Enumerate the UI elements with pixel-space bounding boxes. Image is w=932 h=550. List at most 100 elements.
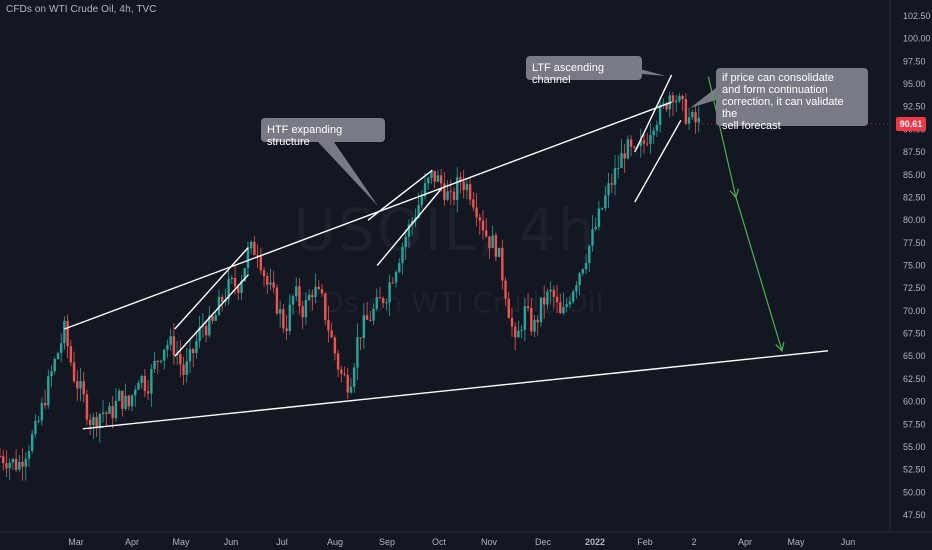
candle-body — [156, 360, 159, 362]
candle-body — [378, 297, 382, 299]
candle-body — [646, 143, 649, 145]
candle-body — [50, 371, 53, 377]
x-tick-label: Feb — [637, 537, 653, 547]
jun-channel-upper — [174, 246, 249, 330]
candle-body — [675, 100, 678, 103]
candle-body — [417, 205, 420, 218]
ltf-channel-upper — [634, 74, 673, 153]
candle-body — [600, 208, 604, 210]
candle-body — [581, 269, 585, 274]
candle-body — [584, 262, 588, 270]
candle-body — [443, 183, 446, 200]
candle-body — [198, 327, 201, 341]
symbol-title: CFDs on WTI Crude Oil, 4h, TVC — [6, 4, 157, 15]
candle-body — [478, 217, 481, 221]
candle-body — [82, 381, 85, 395]
candle-body — [336, 353, 340, 370]
candle-body — [494, 235, 498, 257]
candle-body — [324, 293, 327, 321]
candle-body — [105, 412, 108, 414]
candle-body — [591, 229, 594, 246]
candle-body — [613, 168, 617, 185]
y-tick-label: 92.50 — [903, 102, 926, 112]
x-tick-label: Dec — [535, 537, 552, 547]
candle-body — [237, 286, 240, 293]
candle-body — [401, 246, 404, 264]
candle-body — [504, 280, 507, 299]
x-tick-label: Mar — [68, 537, 84, 547]
candle-body — [539, 297, 543, 323]
x-tick-label: Apr — [125, 537, 139, 547]
jun-channel-lower — [174, 274, 249, 357]
candle-body — [369, 319, 372, 321]
candle-body — [150, 369, 153, 394]
candle-body — [185, 361, 188, 375]
y-tick-label: 52.50 — [903, 465, 926, 475]
y-tick-label: 67.50 — [903, 329, 926, 339]
candle-body — [536, 319, 539, 323]
candle-body — [430, 170, 433, 178]
candle-body — [69, 346, 73, 363]
candle-body — [407, 224, 411, 237]
candle-body — [182, 364, 185, 375]
ltf-label[interactable]: LTF ascending channel — [526, 56, 642, 86]
y-tick-label: 50.00 — [903, 487, 926, 497]
y-tick-label: 57.50 — [903, 419, 926, 429]
candle-body — [607, 183, 610, 196]
candle-body — [204, 325, 208, 336]
candle-body — [475, 207, 478, 218]
candle-body — [127, 395, 130, 407]
candle-body — [2, 456, 5, 464]
candle-body — [520, 329, 523, 331]
candle-body — [18, 461, 21, 470]
candle-body — [385, 302, 388, 304]
forecast-arrow-head-mid — [729, 188, 740, 199]
candle-body — [678, 95, 681, 101]
candle-body — [47, 376, 50, 406]
candle-body — [658, 104, 662, 125]
candle-body — [195, 340, 198, 353]
forecast-label[interactable]: if price can consolidate and form contin… — [716, 68, 868, 132]
candle-body — [269, 282, 272, 285]
candle-body — [391, 282, 395, 284]
x-tick-label: 2 — [691, 537, 696, 547]
candle-body — [217, 296, 221, 316]
candle-body — [282, 309, 285, 329]
candle-body — [121, 390, 124, 409]
candle-body — [446, 191, 449, 200]
candle-body — [353, 367, 356, 387]
candle-body — [320, 289, 324, 294]
candle-body — [259, 255, 263, 271]
candle-body — [108, 406, 111, 414]
y-tick-label: 47.50 — [903, 510, 926, 520]
candle-body — [652, 130, 655, 136]
candle-body — [272, 282, 275, 288]
candle-body — [565, 304, 568, 307]
candle-body — [21, 461, 24, 467]
y-tick-label: 97.50 — [903, 56, 926, 66]
oct-channel-lower — [376, 187, 443, 266]
candle-body — [594, 226, 597, 230]
candle-body — [85, 394, 89, 420]
candle-body — [642, 140, 646, 144]
candle-body — [88, 419, 92, 426]
candle-body — [262, 270, 266, 277]
candle-body — [153, 360, 156, 370]
htf-label[interactable]: HTF expanding structure — [261, 118, 385, 148]
candle-body — [208, 315, 211, 336]
candle-body — [314, 286, 317, 298]
candle-body — [578, 273, 581, 286]
candle-body — [307, 294, 311, 300]
candle-body — [681, 95, 684, 100]
candle-body — [8, 462, 11, 469]
candle-body — [507, 298, 510, 318]
candle-body — [552, 289, 556, 297]
candle-body — [684, 99, 688, 124]
candle-body — [433, 170, 436, 182]
candle-body — [542, 297, 546, 305]
candle-body — [53, 359, 56, 372]
candle-body — [188, 348, 192, 362]
candle-body — [514, 326, 517, 338]
x-tick-label: Oct — [432, 537, 447, 547]
